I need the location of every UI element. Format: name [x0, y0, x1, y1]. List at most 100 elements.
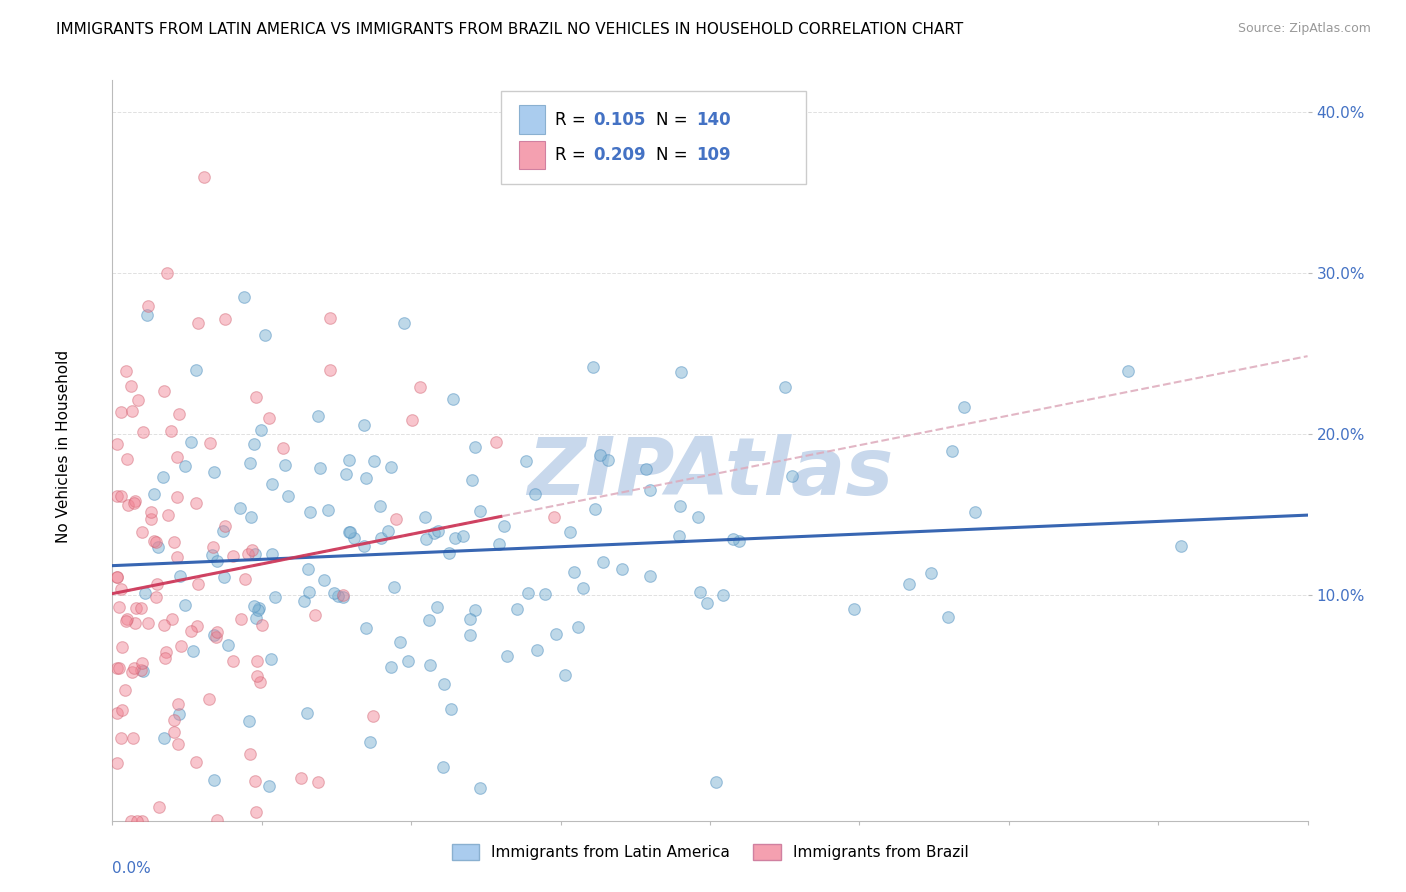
Point	[401, 413, 423, 427]
Point	[596, 452, 619, 467]
Point	[156, 267, 179, 281]
Point	[309, 461, 332, 475]
Point	[458, 611, 481, 625]
Point	[247, 600, 270, 615]
Point	[583, 502, 606, 516]
Point	[842, 601, 865, 615]
Point	[634, 461, 657, 475]
Point	[468, 503, 491, 517]
Text: 140: 140	[696, 111, 730, 128]
Point	[162, 724, 184, 739]
Point	[440, 702, 463, 716]
Point	[314, 573, 336, 587]
Point	[184, 756, 207, 770]
Point	[419, 657, 441, 672]
Point	[153, 731, 176, 745]
Point	[363, 454, 385, 468]
Point	[239, 747, 262, 762]
Point	[773, 380, 796, 394]
Point	[240, 510, 263, 524]
Point	[184, 363, 207, 377]
Point	[145, 577, 167, 591]
Point	[198, 436, 221, 450]
Point	[432, 760, 454, 774]
Point	[380, 459, 402, 474]
Point	[159, 424, 181, 438]
Point	[582, 359, 605, 374]
Point	[180, 434, 202, 449]
Point	[181, 643, 204, 657]
Point	[464, 440, 486, 454]
Text: 0.0%: 0.0%	[112, 862, 152, 876]
Point	[1170, 539, 1192, 553]
Point	[153, 384, 176, 398]
Point	[359, 735, 381, 749]
Point	[524, 487, 547, 501]
Point	[135, 308, 157, 322]
Point	[124, 661, 146, 675]
Point	[427, 524, 450, 538]
Point	[415, 533, 437, 547]
Point	[122, 496, 145, 510]
Point	[157, 508, 180, 522]
Point	[143, 487, 166, 501]
Point	[245, 547, 267, 561]
Point	[132, 425, 155, 439]
Point	[245, 611, 267, 625]
Point	[246, 669, 269, 683]
Point	[166, 549, 188, 564]
Point	[138, 616, 160, 631]
Legend: Immigrants from Latin America, Immigrants from Brazil: Immigrants from Latin America, Immigrant…	[446, 838, 974, 866]
Point	[723, 532, 745, 546]
Point	[145, 590, 167, 604]
Point	[201, 548, 224, 562]
Point	[257, 780, 280, 794]
Point	[963, 506, 986, 520]
Point	[120, 379, 142, 393]
Point	[562, 565, 585, 579]
Point	[567, 620, 589, 634]
Point	[131, 657, 153, 671]
Point	[696, 595, 718, 609]
Point	[238, 714, 260, 728]
Point	[105, 661, 128, 675]
Point	[437, 546, 460, 560]
Text: R =: R =	[554, 146, 591, 164]
Point	[169, 569, 191, 583]
Point	[546, 626, 568, 640]
Point	[592, 555, 614, 569]
Point	[201, 540, 224, 554]
Point	[202, 465, 225, 479]
Point	[239, 456, 262, 470]
Point	[246, 654, 269, 668]
Point	[382, 580, 405, 594]
Point	[214, 519, 236, 533]
Text: ZIPAtlas: ZIPAtlas	[527, 434, 893, 512]
Point	[271, 442, 294, 456]
Point	[110, 405, 132, 419]
Point	[114, 683, 136, 698]
Point	[124, 494, 146, 508]
Point	[328, 590, 350, 604]
Point	[558, 525, 581, 540]
Point	[153, 617, 176, 632]
Point	[141, 512, 163, 526]
Text: N =: N =	[657, 111, 693, 128]
Point	[451, 529, 474, 543]
Point	[297, 584, 319, 599]
Point	[127, 392, 149, 407]
Point	[458, 627, 481, 641]
Point	[589, 448, 612, 462]
Point	[145, 534, 167, 549]
Point	[704, 775, 727, 789]
Point	[122, 731, 145, 745]
Point	[353, 417, 375, 432]
Point	[186, 619, 208, 633]
Point	[335, 467, 357, 481]
Point	[124, 615, 146, 630]
Point	[295, 706, 318, 720]
Point	[782, 468, 804, 483]
Point	[422, 525, 444, 540]
Point	[125, 601, 148, 615]
Point	[146, 541, 169, 555]
